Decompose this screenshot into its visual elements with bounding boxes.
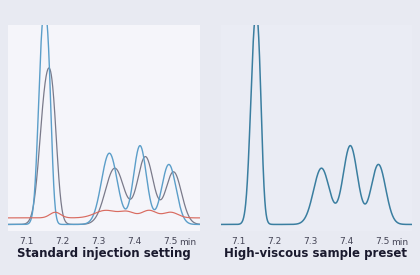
Text: min: min [391, 238, 408, 247]
Text: High-viscous sample preset: High-viscous sample preset [224, 248, 407, 260]
Text: min: min [179, 238, 196, 247]
Text: Standard injection setting: Standard injection setting [17, 248, 191, 260]
